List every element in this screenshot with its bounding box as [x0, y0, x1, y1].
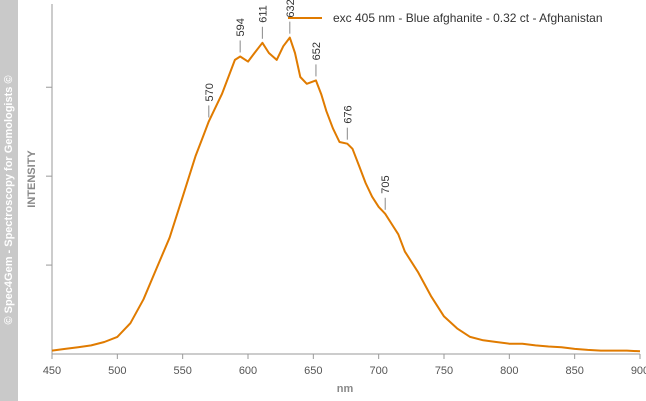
x-ticks: 450 500 550 600 650 700 750 800 850 900 [43, 354, 646, 377]
x-tick-label-650: 650 [304, 365, 322, 377]
peak-label-570: 570 [204, 83, 216, 101]
y-ticks [46, 86, 52, 266]
legend-label-0: exc 405 nm - Blue afghanite - 0.32 ct - … [333, 11, 603, 25]
peak-label-632: 632 [285, 0, 297, 18]
x-axis-label: nm [337, 383, 354, 395]
series-layer [51, 36, 641, 353]
x-tick-label-600: 600 [239, 365, 257, 377]
peak-label-594: 594 [235, 18, 247, 36]
plot-frame [51, 4, 640, 355]
peak-label-652: 652 [311, 42, 323, 60]
y-axis-label: INTENSITY [26, 150, 38, 208]
x-tick-label-700: 700 [369, 365, 387, 377]
peak-label-705: 705 [380, 175, 392, 193]
peak-label-611: 611 [257, 5, 269, 23]
peak-annotations: 570 594 611 632 652 676 705 [204, 0, 392, 210]
x-tick-label-500: 500 [108, 365, 126, 377]
watermark-sidebar: © Spec4Gem - Spectroscopy for Gemologist… [0, 0, 18, 401]
x-tick-label-800: 800 [500, 365, 518, 377]
series-line-0 [51, 36, 641, 353]
x-tick-label-750: 750 [435, 365, 453, 377]
legend: exc 405 nm - Blue afghanite - 0.32 ct - … [288, 11, 603, 25]
peak-label-676: 676 [342, 105, 354, 123]
x-tick-label-900: 900 [631, 365, 646, 377]
x-tick-label-850: 850 [565, 365, 583, 377]
x-tick-label-450: 450 [43, 365, 61, 377]
x-tick-label-550: 550 [173, 365, 191, 377]
